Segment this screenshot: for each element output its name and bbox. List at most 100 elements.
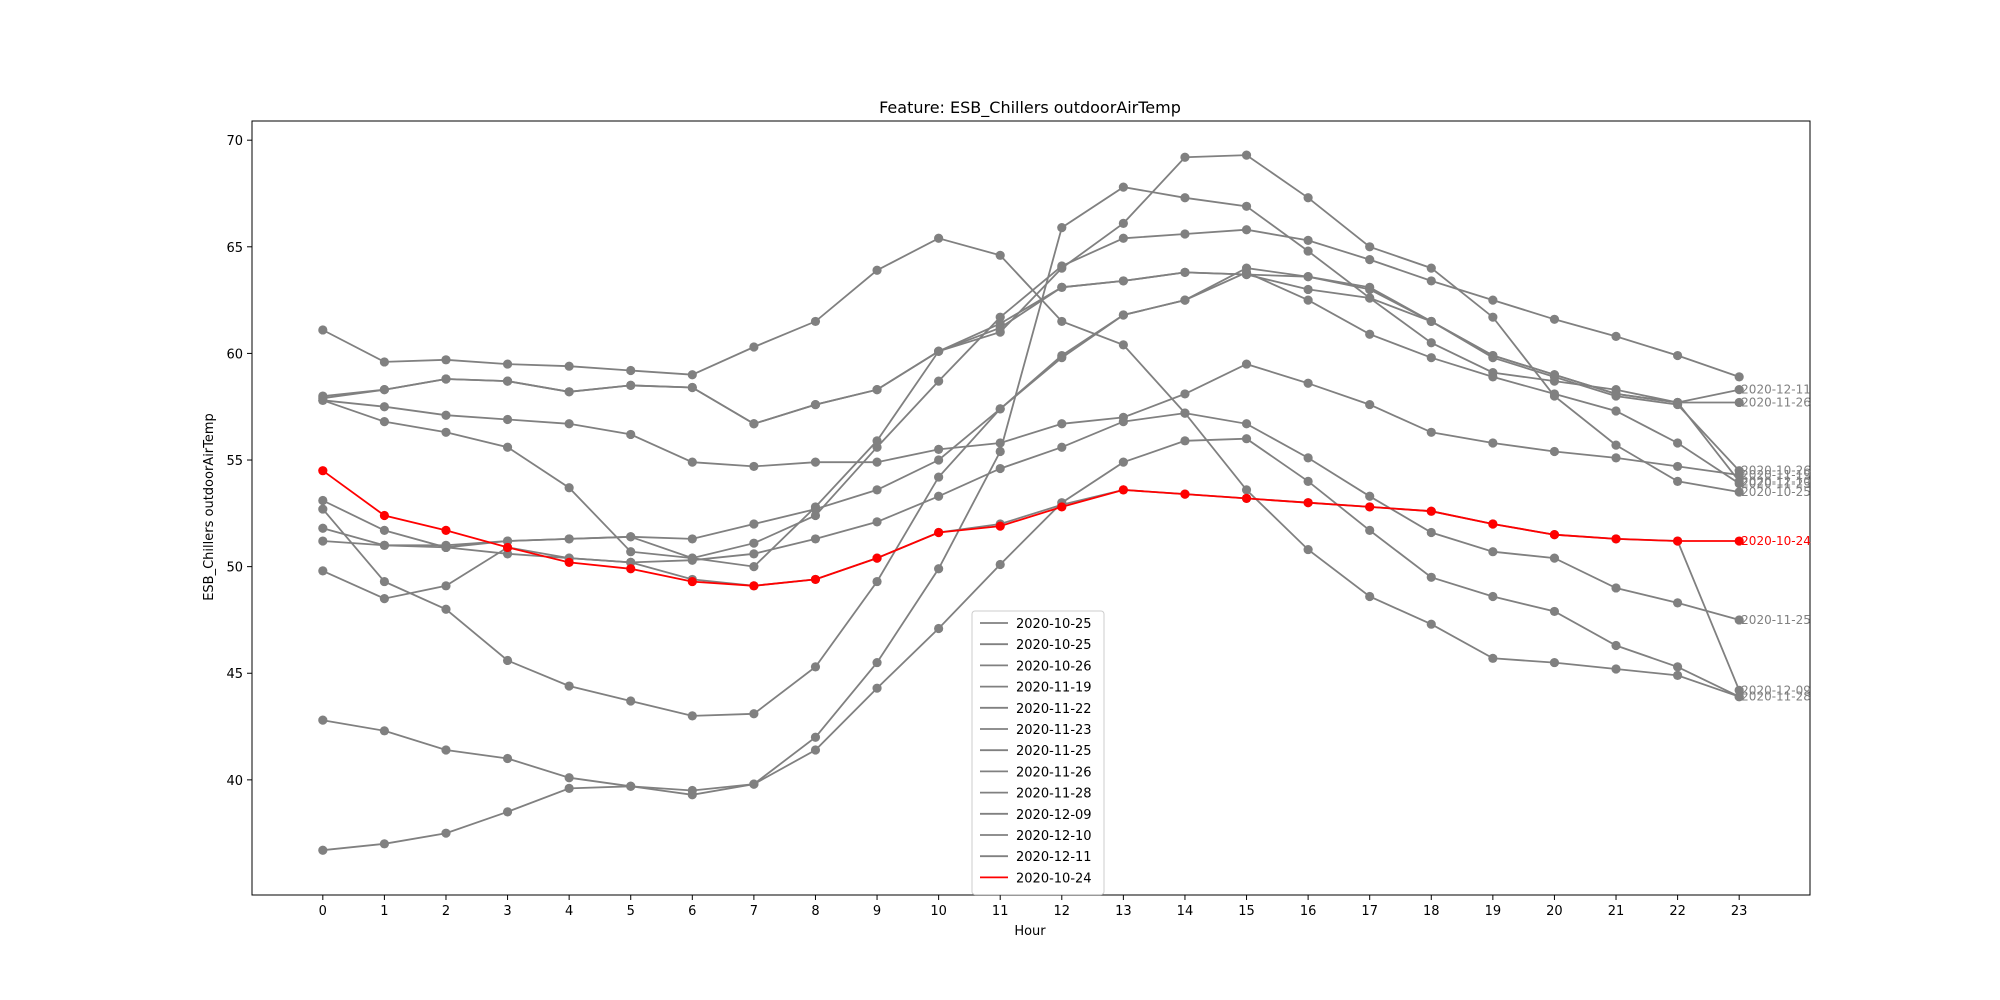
data-point bbox=[687, 553, 697, 563]
data-point bbox=[1426, 263, 1436, 273]
data-point bbox=[687, 457, 697, 467]
data-point bbox=[1426, 353, 1436, 363]
data-point bbox=[934, 346, 944, 356]
data-point bbox=[1426, 527, 1436, 538]
data-point bbox=[749, 562, 759, 572]
legend-entry: 2020-10-24 bbox=[1016, 871, 1092, 886]
data-point bbox=[626, 547, 636, 557]
data-point bbox=[872, 657, 882, 668]
x-tick-label: 0 bbox=[319, 904, 327, 919]
data-point bbox=[1549, 370, 1560, 380]
data-point bbox=[687, 711, 697, 721]
data-point bbox=[1365, 591, 1375, 602]
data-point bbox=[1180, 193, 1190, 203]
series-line bbox=[322, 237, 1740, 698]
data-point bbox=[872, 442, 882, 452]
data-point bbox=[1549, 657, 1560, 668]
data-point bbox=[1734, 476, 1744, 486]
data-point bbox=[1611, 664, 1621, 674]
data-point bbox=[564, 783, 574, 793]
x-tick-label: 19 bbox=[1485, 904, 1502, 919]
data-point bbox=[810, 316, 821, 327]
legend-entry: 2020-11-25 bbox=[1016, 744, 1092, 759]
data-point bbox=[872, 457, 882, 467]
x-tick-label: 6 bbox=[688, 904, 696, 919]
data-point bbox=[810, 574, 821, 585]
x-tick-label: 18 bbox=[1423, 904, 1440, 919]
data-point bbox=[1365, 293, 1375, 303]
data-point bbox=[441, 525, 451, 535]
x-tick-label: 3 bbox=[503, 904, 511, 919]
series-end-label: 2020-12-11 bbox=[1741, 383, 1811, 397]
x-tick-label: 20 bbox=[1546, 904, 1563, 919]
data-point bbox=[810, 510, 821, 521]
data-point bbox=[441, 604, 451, 614]
data-point bbox=[872, 517, 882, 527]
x-tick-label: 14 bbox=[1177, 904, 1194, 919]
data-point bbox=[1365, 491, 1375, 501]
data-point bbox=[379, 510, 389, 521]
data-point bbox=[1365, 502, 1375, 512]
data-point bbox=[934, 455, 944, 465]
data-point bbox=[626, 696, 636, 706]
x-tick-label: 23 bbox=[1731, 904, 1748, 919]
data-point bbox=[1426, 619, 1436, 629]
series-line bbox=[322, 154, 1740, 493]
data-point bbox=[379, 525, 389, 535]
data-point bbox=[995, 559, 1005, 570]
legend-entry: 2020-12-11 bbox=[1016, 850, 1092, 865]
data-point bbox=[1549, 314, 1560, 324]
data-point bbox=[1673, 476, 1683, 486]
x-tick-label: 4 bbox=[565, 904, 573, 919]
data-point bbox=[687, 790, 697, 800]
data-point bbox=[1118, 233, 1128, 243]
data-point bbox=[1303, 378, 1313, 388]
data-point bbox=[1673, 438, 1683, 448]
data-point bbox=[564, 361, 574, 371]
data-point bbox=[810, 399, 821, 410]
y-tick-label: 65 bbox=[226, 241, 243, 256]
data-point bbox=[441, 410, 451, 420]
data-point bbox=[1057, 223, 1067, 233]
data-point bbox=[379, 402, 389, 412]
data-point bbox=[441, 745, 451, 755]
chart-title: Feature: ESB_Chillers outdoorAirTemp bbox=[879, 98, 1181, 118]
series-end-label: 2020-11-26 bbox=[1741, 395, 1811, 409]
data-point bbox=[1734, 536, 1744, 546]
data-point bbox=[1303, 235, 1313, 246]
data-point bbox=[934, 564, 944, 574]
data-point bbox=[1426, 316, 1436, 327]
data-point bbox=[1488, 438, 1498, 448]
data-point bbox=[564, 534, 574, 544]
data-point bbox=[1611, 440, 1621, 450]
data-point bbox=[1365, 329, 1375, 339]
y-axis-label: ESB_Chillers outdoorAirTemp bbox=[202, 413, 217, 601]
data-point bbox=[749, 342, 759, 352]
data-point bbox=[1611, 406, 1621, 416]
data-point bbox=[1673, 397, 1683, 408]
data-point bbox=[564, 681, 574, 691]
data-point bbox=[1734, 385, 1744, 395]
data-point bbox=[1303, 246, 1313, 256]
data-point bbox=[1118, 485, 1128, 495]
data-point bbox=[502, 442, 513, 452]
data-point bbox=[1241, 485, 1252, 495]
data-point bbox=[318, 523, 328, 533]
series-line bbox=[322, 271, 1740, 568]
y-tick-label: 55 bbox=[226, 454, 243, 469]
data-point bbox=[502, 536, 513, 546]
data-point bbox=[564, 387, 574, 397]
data-point bbox=[1057, 282, 1067, 292]
data-point bbox=[1488, 295, 1498, 305]
data-point bbox=[1180, 389, 1190, 399]
data-point bbox=[872, 576, 882, 587]
data-point bbox=[687, 576, 697, 587]
data-point bbox=[810, 534, 821, 544]
data-point bbox=[1734, 397, 1744, 408]
series-end-label: 2020-11-19 bbox=[1741, 468, 1811, 482]
data-point bbox=[626, 557, 636, 567]
data-point bbox=[1365, 254, 1375, 265]
plot-area: 0 1 2 3 4 5 6 7 8 9 10 11 12 13 14 15 16 17 18 19 20 21 22 2340… bbox=[226, 120, 1811, 919]
data-point bbox=[934, 472, 944, 482]
data-point bbox=[1365, 282, 1375, 292]
